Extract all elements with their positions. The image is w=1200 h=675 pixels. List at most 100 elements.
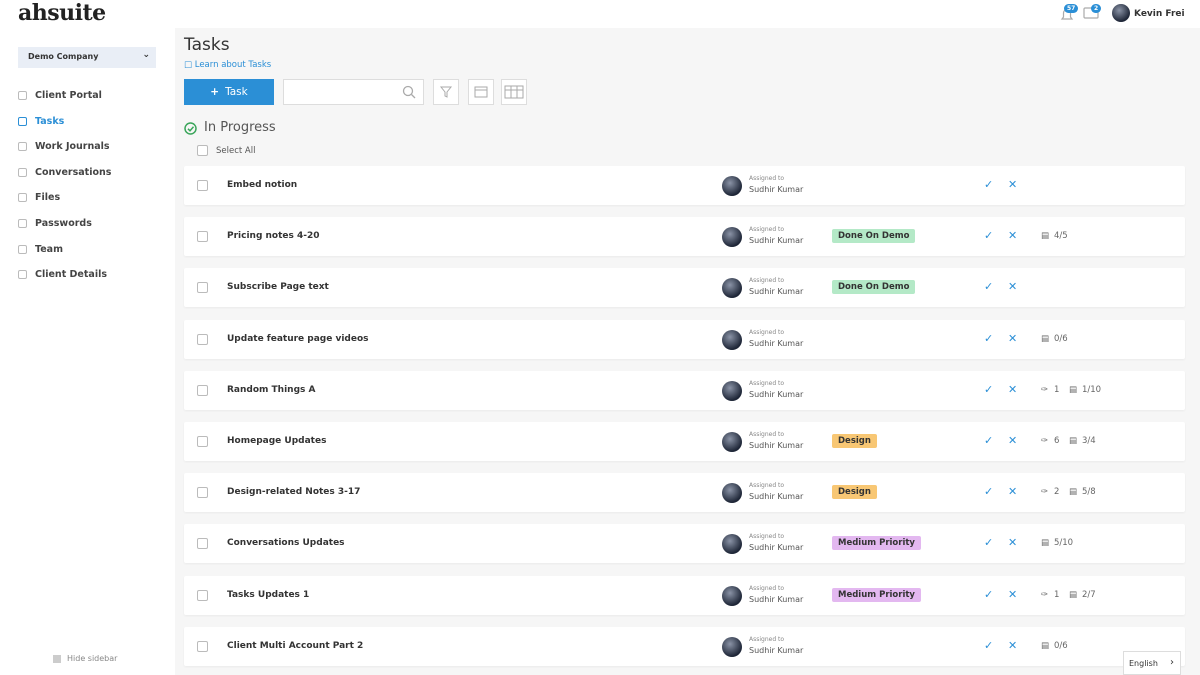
dismiss-button[interactable]: ✕ — [1008, 587, 1018, 601]
task-row[interactable]: Client Multi Account Part 2 Assigned to Su… — [184, 626, 1185, 666]
user-name[interactable]: Kevin Frei — [1134, 9, 1185, 19]
task-name[interactable]: Conversations Updates — [227, 538, 345, 549]
hide-sidebar[interactable]: Hide sidebar — [53, 654, 117, 663]
nav-item[interactable]: Tasks — [18, 116, 64, 127]
checklist-icon: ▤ — [1041, 333, 1050, 344]
language-select[interactable]: English › — [1123, 651, 1181, 675]
task-tag[interactable]: Medium Priority — [832, 587, 921, 602]
learn-link[interactable]: □ Learn about Tasks — [184, 60, 272, 70]
task-name[interactable]: Design-related Notes 3-17 — [227, 487, 361, 498]
task-row[interactable]: Update feature page videos Assigned to Sud… — [184, 319, 1185, 359]
task-checkbox[interactable] — [197, 640, 208, 652]
dismiss-button[interactable]: ✕ — [1008, 382, 1018, 396]
calendar-button[interactable] — [468, 79, 494, 105]
task-checkbox[interactable] — [197, 333, 208, 345]
nav-label: Team — [35, 243, 63, 255]
nav-item[interactable]: Client Portal — [18, 90, 102, 101]
dismiss-button[interactable]: ✕ — [1008, 485, 1018, 499]
dismiss-button[interactable]: ✕ — [1008, 229, 1018, 243]
task-row[interactable]: Random Things A Assigned to Sudhir Kumar ✓ ✕… — [184, 370, 1185, 410]
assignee-name: Sudhir Kumar — [749, 492, 804, 502]
assignee-avatar — [722, 278, 742, 299]
nav-item[interactable]: Client Details — [18, 269, 107, 280]
task-name[interactable]: Subscribe Page text — [227, 282, 329, 293]
complete-button[interactable]: ✓ — [984, 638, 994, 652]
nav-item[interactable]: Team — [18, 244, 63, 255]
task-tag[interactable]: Medium Priority — [832, 536, 921, 551]
dismiss-button[interactable]: ✕ — [1008, 280, 1018, 294]
task-tag[interactable]: Design — [832, 434, 877, 448]
filter-button[interactable] — [433, 79, 459, 105]
select-all-checkbox[interactable] — [197, 145, 208, 156]
nav-label: Conversations — [35, 166, 112, 178]
dismiss-button[interactable]: ✕ — [1008, 536, 1018, 550]
nav-label: Client Portal — [35, 90, 102, 101]
attachment-count: 2 — [1054, 487, 1060, 498]
dismiss-button[interactable]: ✕ — [1008, 178, 1018, 191]
complete-button[interactable]: ✓ — [984, 382, 994, 396]
task-checkbox[interactable] — [197, 538, 208, 550]
section-icon — [184, 122, 197, 135]
task-tag[interactable]: Done On Demo — [832, 229, 916, 244]
complete-button[interactable]: ✓ — [984, 178, 994, 191]
nav-item[interactable]: Work Journals — [18, 141, 110, 152]
assigned-label: Assigned to — [749, 226, 785, 234]
dismiss-button[interactable]: ✕ — [1008, 638, 1018, 652]
task-checkbox[interactable] — [197, 487, 208, 499]
assignee-avatar — [722, 329, 742, 350]
task-name[interactable]: Homepage Updates — [227, 436, 327, 446]
nav-item[interactable]: Files — [18, 192, 60, 203]
dismiss-button[interactable]: ✕ — [1008, 434, 1018, 447]
board-button[interactable] — [501, 79, 527, 105]
company-select[interactable]: Demo Company ⌄ — [18, 47, 156, 68]
nav-item[interactable]: Passwords — [18, 218, 92, 229]
attachment-count: 1 — [1054, 589, 1060, 600]
add-task-button[interactable]: + Task — [184, 79, 274, 105]
assignee-avatar — [722, 585, 742, 606]
nav-label: Files — [35, 192, 61, 204]
select-all-label[interactable]: Select All — [216, 146, 256, 156]
task-name[interactable]: Update feature page videos — [227, 333, 369, 344]
logo[interactable]: ahsuite — [18, 0, 106, 26]
dismiss-button[interactable]: ✕ — [1008, 331, 1018, 345]
complete-button[interactable]: ✓ — [984, 536, 994, 550]
task-row[interactable]: Conversations Updates Assigned to Sudhir K… — [184, 524, 1185, 564]
user-avatar[interactable] — [1112, 4, 1130, 22]
task-row[interactable]: Design-related Notes 3-17 Assigned to Sudh… — [184, 473, 1185, 513]
task-name[interactable]: Pricing notes 4-20 — [227, 231, 320, 242]
complete-button[interactable]: ✓ — [984, 229, 994, 243]
attachment-count: 6 — [1054, 436, 1060, 446]
task-name[interactable]: Embed notion — [227, 180, 298, 190]
checklist-progress: 3/4 — [1082, 436, 1096, 446]
assignee-avatar — [722, 534, 742, 555]
sidebar — [0, 28, 175, 675]
task-tag[interactable]: Design — [832, 485, 877, 500]
task-tag[interactable]: Done On Demo — [832, 280, 916, 295]
complete-button[interactable]: ✓ — [984, 587, 994, 601]
task-name[interactable]: Tasks Updates 1 — [227, 589, 310, 600]
complete-button[interactable]: ✓ — [984, 485, 994, 499]
notification-badge: 57 — [1064, 4, 1079, 13]
nav-item[interactable]: Conversations — [18, 167, 111, 178]
complete-button[interactable]: ✓ — [984, 280, 994, 294]
assignee-avatar — [722, 227, 742, 248]
task-checkbox[interactable] — [197, 589, 208, 601]
task-checkbox[interactable] — [197, 180, 208, 191]
task-checkbox[interactable] — [197, 436, 208, 447]
hide-sidebar-label: Hide sidebar — [67, 654, 118, 663]
task-name[interactable]: Client Multi Account Part 2 — [227, 640, 364, 651]
task-checkbox[interactable] — [197, 384, 208, 396]
attachment-icon: ✑ — [1041, 589, 1049, 600]
task-row[interactable]: Subscribe Page text Assigned to Sudhir Kum… — [184, 268, 1185, 308]
complete-button[interactable]: ✓ — [984, 434, 994, 447]
checklist-progress: 1/10 — [1082, 384, 1102, 395]
task-row[interactable]: Homepage Updates Assigned to Sudhir Kumar D… — [184, 422, 1185, 461]
search-input[interactable] — [283, 79, 424, 105]
task-name[interactable]: Random Things A — [227, 384, 316, 395]
task-checkbox[interactable] — [197, 282, 208, 294]
task-row[interactable]: Tasks Updates 1 Assigned to Sudhir Kumar Me… — [184, 575, 1185, 615]
task-row[interactable]: Pricing notes 4-20 Assigned to Sudhir Kuma… — [184, 217, 1185, 257]
task-checkbox[interactable] — [197, 231, 208, 243]
task-row[interactable]: Embed notion Assigned to Sudhir Kumar ✓ ✕ — [184, 166, 1185, 205]
complete-button[interactable]: ✓ — [984, 331, 994, 345]
